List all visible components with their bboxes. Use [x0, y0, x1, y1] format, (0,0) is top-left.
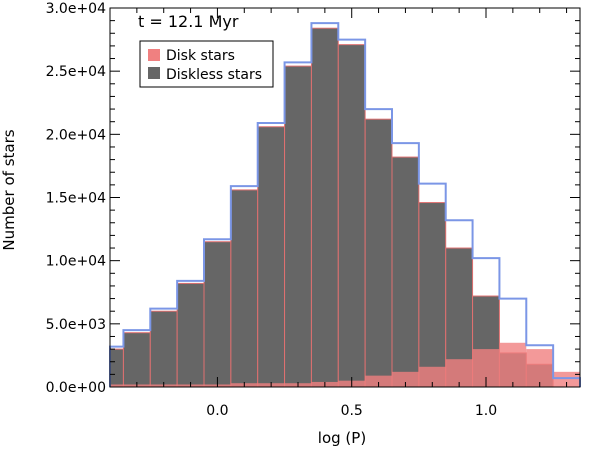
axis-ticks	[109, 7, 580, 388]
legend-swatch-disk	[148, 49, 160, 61]
legend-box	[139, 40, 274, 88]
legend-swatch-diskless	[148, 67, 160, 79]
y-tick-label: 0.0e+00	[46, 380, 106, 396]
disk-bar	[499, 342, 527, 387]
diskless-bar	[149, 310, 178, 387]
diskless-bar	[257, 126, 286, 387]
legend: Disk stars Diskless stars	[139, 40, 274, 88]
x-tick-label: 0.0	[206, 403, 228, 419]
y-tick-label: 1.0e+04	[46, 254, 107, 270]
diskless-bars	[110, 27, 554, 387]
diskless-bar	[364, 118, 393, 387]
x-tick-label: 0.5	[341, 403, 363, 419]
legend-label-diskless: Diskless stars	[166, 67, 262, 83]
diskless-bar	[122, 332, 151, 387]
y-axis-label: Number of stars	[0, 129, 18, 250]
y-tick-label: 3.0e+04	[46, 1, 107, 17]
x-axis-label: log (P)	[318, 429, 366, 447]
disk-bar	[526, 349, 554, 387]
diskless-bar	[391, 156, 420, 387]
time-annotation: t = 12.1 Myr	[138, 12, 239, 31]
diskless-bar	[310, 27, 339, 387]
disk-bar	[553, 371, 580, 387]
x-tick-label: 1.0	[475, 403, 497, 419]
disk-bar	[418, 366, 446, 387]
disk-bar	[110, 384, 124, 387]
diskless-bar	[418, 202, 447, 387]
y-tick-label: 5.0e+03	[46, 317, 106, 333]
y-tick-label: 2.5e+04	[46, 64, 107, 80]
legend-label-disk: Disk stars	[166, 48, 235, 64]
total-outline	[109, 22, 581, 387]
disk-bar	[365, 375, 392, 387]
diskless-bar	[230, 189, 259, 387]
diskless-bar	[203, 241, 232, 387]
disk-bar	[392, 371, 419, 387]
diskless-bar	[284, 65, 312, 387]
axis-tick-labels: 0.0 0.5 1.0 0.0e+00 5.0e+03 1.0e+04 1.5e+04 2.0…	[46, 1, 498, 419]
y-tick-label: 2.0e+04	[46, 127, 107, 143]
y-tick-label: 1.5e+04	[46, 191, 107, 207]
diskless-bar	[337, 44, 366, 387]
diskless-bar	[176, 282, 205, 387]
